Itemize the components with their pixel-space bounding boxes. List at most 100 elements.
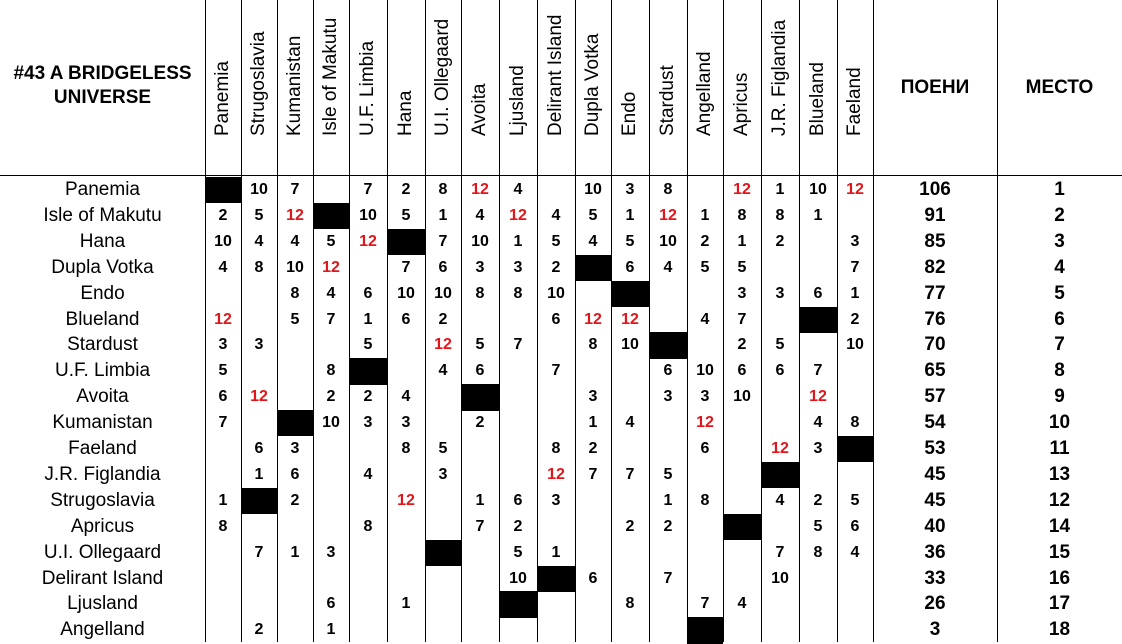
score-cell: 3	[475, 258, 485, 276]
score-cell: 6	[813, 284, 823, 302]
final-place: 11	[1049, 438, 1070, 459]
score-cell: 6	[254, 440, 264, 457]
column-header: Strugoslavia	[241, 0, 277, 175]
score-cell: 12	[322, 258, 340, 276]
column-header-label: Kumanistan	[284, 35, 305, 136]
score-cell: 3	[254, 336, 264, 354]
grid-line	[761, 0, 762, 642]
column-header: Hana	[387, 0, 425, 175]
score-cell: 1	[551, 543, 561, 561]
self-vote-cell	[761, 461, 799, 489]
score-cell: 3	[290, 440, 300, 457]
row-country-name: Stardust	[67, 334, 138, 356]
score-cell: 7	[475, 517, 485, 535]
grid-line	[277, 0, 278, 642]
score-cell: 6	[290, 465, 300, 483]
score-cell: 4	[850, 543, 860, 561]
final-place: 17	[1048, 593, 1071, 615]
row-country-name: Dupla Votka	[51, 256, 154, 278]
score-cell: 7	[813, 362, 823, 380]
score-cell: 8	[475, 284, 485, 302]
final-place: 10	[1048, 412, 1071, 434]
score-cell: 2	[290, 491, 300, 509]
total-points: 54	[924, 412, 946, 434]
row-country-name: U.I. Ollegaard	[43, 541, 162, 563]
score-cell: 10	[771, 569, 789, 587]
score-cell: 6	[475, 362, 485, 380]
score-cell: 8	[438, 181, 448, 198]
points-header: ПОЕНИ	[900, 77, 970, 98]
score-cell: 5	[254, 206, 264, 224]
score-cell: 6	[700, 440, 710, 457]
score-cell: 4	[737, 595, 747, 613]
column-header-label: Apricus	[731, 72, 752, 136]
grid-line	[997, 0, 998, 642]
score-cell: 4	[513, 181, 523, 198]
total-points: 26	[924, 593, 946, 615]
column-header-label: Hana	[395, 90, 416, 136]
final-place: 13	[1048, 463, 1071, 485]
grid-line	[387, 0, 388, 642]
row-country-name: Ljusland	[67, 593, 138, 615]
score-cell: 1	[218, 491, 228, 509]
column-header-label: U.F. Limbia	[357, 40, 378, 136]
score-cell: 8	[290, 284, 300, 302]
grid-line	[425, 0, 426, 642]
score-cell: 12	[846, 181, 864, 198]
self-vote-cell	[799, 306, 837, 333]
total-points: 57	[924, 386, 946, 408]
score-cell: 6	[625, 258, 635, 276]
score-cell: 4	[625, 414, 635, 432]
score-cell: 3	[700, 388, 710, 406]
score-cell: 2	[663, 517, 673, 535]
score-cell: 6	[588, 569, 598, 587]
final-place: 6	[1054, 308, 1065, 330]
final-place: 15	[1048, 541, 1071, 563]
score-cell: 1	[363, 310, 373, 328]
score-cell: 1	[438, 206, 448, 224]
final-place: 18	[1048, 619, 1071, 641]
row-country-name: Avoita	[76, 386, 129, 408]
grid-line	[611, 0, 612, 642]
column-header-label: Endo	[619, 91, 640, 136]
score-cell: 2	[326, 388, 336, 406]
self-vote-cell	[387, 228, 425, 256]
row-country-name: Apricus	[70, 515, 135, 537]
final-place: 7	[1054, 334, 1065, 356]
column-header: Faeland	[837, 0, 873, 175]
score-cell: 12	[659, 206, 677, 224]
score-cell: 8	[850, 414, 860, 432]
score-cell: 2	[401, 181, 411, 198]
total-points: 45	[924, 489, 946, 511]
score-cell: 3	[551, 491, 561, 509]
score-cell: 6	[775, 362, 785, 380]
score-cell: 3	[438, 465, 448, 483]
score-cell: 3	[588, 388, 598, 406]
score-cell: 6	[363, 284, 373, 302]
score-cell: 4	[475, 206, 485, 224]
score-cell: 2	[218, 206, 228, 224]
grid-line	[687, 0, 688, 642]
row-country-name: Blueland	[65, 308, 140, 330]
score-cell: 10	[322, 414, 340, 432]
score-cell: 8	[254, 258, 264, 276]
column-header: Blueland	[799, 0, 837, 175]
self-vote-cell	[499, 591, 537, 618]
score-cell: 4	[218, 258, 228, 276]
score-cell: 12	[621, 310, 639, 328]
total-points: 53	[924, 438, 946, 459]
row-country-name: J.R. Figlandia	[44, 463, 161, 485]
column-header-label: Blueland	[807, 62, 828, 136]
row-country-name: Panemia	[65, 179, 140, 200]
score-cell: 1	[326, 621, 336, 639]
score-cell: 5	[401, 206, 411, 224]
score-cell: 1	[401, 595, 411, 613]
score-cell: 12	[584, 310, 602, 328]
score-cell: 6	[218, 388, 228, 406]
score-cell: 3	[363, 414, 373, 432]
score-cell: 2	[363, 388, 373, 406]
self-vote-cell	[611, 280, 649, 307]
grid-line	[837, 0, 838, 642]
score-cell: 10	[584, 181, 602, 198]
